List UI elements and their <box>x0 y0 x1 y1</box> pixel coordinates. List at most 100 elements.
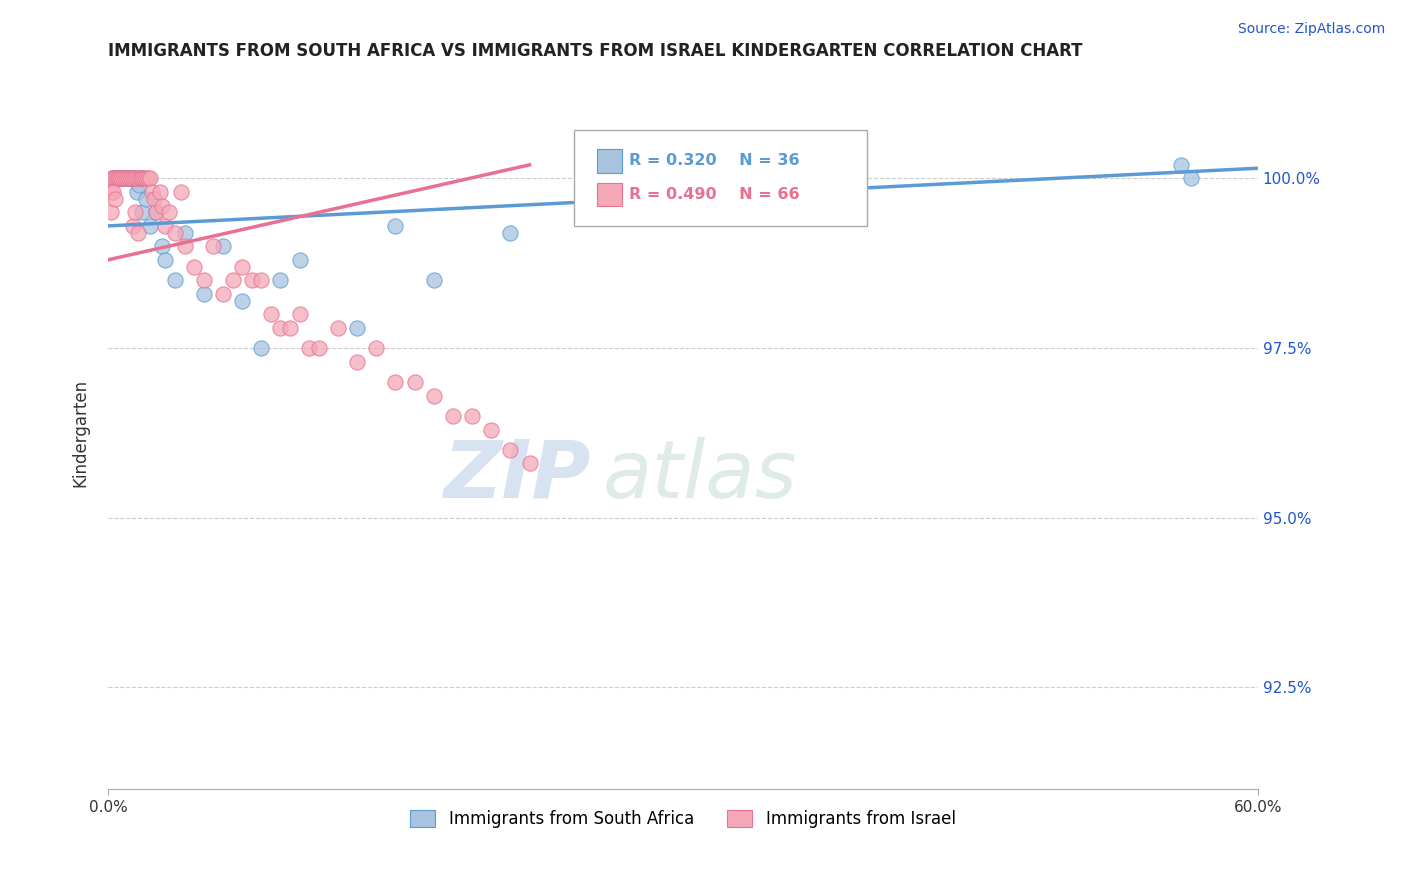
Point <box>101 171 124 186</box>
Point <box>103 171 125 186</box>
Point <box>107 171 129 186</box>
Point <box>112 171 135 186</box>
Point <box>165 273 187 287</box>
Point <box>125 185 148 199</box>
Point <box>404 375 426 389</box>
Point <box>145 205 167 219</box>
Point <box>110 171 132 186</box>
Point <box>131 205 153 219</box>
Point <box>326 320 349 334</box>
Point <box>157 205 180 219</box>
Point <box>103 171 125 186</box>
Point <box>384 375 406 389</box>
Point <box>135 171 157 186</box>
Bar <box>596 149 621 173</box>
Point <box>499 226 522 240</box>
Point <box>136 171 159 186</box>
Point <box>135 192 157 206</box>
Point <box>1180 171 1202 186</box>
Point <box>346 320 368 334</box>
Point <box>183 260 205 274</box>
Point <box>240 273 263 287</box>
Point <box>104 171 127 186</box>
Point <box>250 273 273 287</box>
Point <box>212 239 235 253</box>
Point <box>384 219 406 233</box>
Point <box>441 409 464 423</box>
Text: IMMIGRANTS FROM SOUTH AFRICA VS IMMIGRANTS FROM ISRAEL KINDERGARTEN CORRELATION : IMMIGRANTS FROM SOUTH AFRICA VS IMMIGRAN… <box>108 42 1083 60</box>
FancyBboxPatch shape <box>574 130 868 227</box>
Point <box>122 171 145 186</box>
Point <box>120 171 142 186</box>
Point <box>173 226 195 240</box>
Point <box>124 171 146 186</box>
Point <box>101 185 124 199</box>
Point <box>107 171 129 186</box>
Point <box>212 286 235 301</box>
Point <box>143 192 166 206</box>
Text: Source: ZipAtlas.com: Source: ZipAtlas.com <box>1237 22 1385 37</box>
Point <box>423 388 446 402</box>
Point <box>125 171 148 186</box>
Point <box>173 239 195 253</box>
Point <box>129 171 152 186</box>
Point <box>118 171 141 186</box>
Point <box>288 252 311 267</box>
Point <box>128 171 150 186</box>
Point <box>278 320 301 334</box>
Point <box>193 286 215 301</box>
Point <box>308 341 330 355</box>
Point <box>134 171 156 186</box>
Point <box>115 171 138 186</box>
Point <box>149 185 172 199</box>
Point <box>193 273 215 287</box>
Point <box>100 185 122 199</box>
Point <box>269 273 291 287</box>
Point <box>141 185 163 199</box>
Bar <box>596 183 621 206</box>
Point <box>101 171 124 186</box>
Point <box>120 171 142 186</box>
Point <box>104 171 127 186</box>
Point <box>112 171 135 186</box>
Point <box>108 171 131 186</box>
Point <box>231 293 253 308</box>
Point <box>124 171 146 186</box>
Point <box>150 239 173 253</box>
Point <box>231 260 253 274</box>
Point <box>114 171 136 186</box>
Point <box>124 205 146 219</box>
Point <box>155 252 177 267</box>
Point <box>479 423 502 437</box>
Point <box>461 409 484 423</box>
Point <box>100 205 122 219</box>
Point <box>499 442 522 457</box>
Point <box>122 219 145 233</box>
Point <box>250 341 273 355</box>
Point <box>115 171 138 186</box>
Point <box>346 354 368 368</box>
Point <box>269 320 291 334</box>
Point <box>150 198 173 212</box>
Point <box>104 192 127 206</box>
Point <box>366 341 388 355</box>
Point <box>139 219 162 233</box>
Point <box>118 171 141 186</box>
Point <box>202 239 225 253</box>
Point <box>221 273 243 287</box>
Legend: Immigrants from South Africa, Immigrants from Israel: Immigrants from South Africa, Immigrants… <box>404 803 962 834</box>
Point <box>110 171 132 186</box>
Point <box>155 219 177 233</box>
Point <box>129 171 152 186</box>
Point <box>127 226 149 240</box>
Text: ZIP: ZIP <box>443 437 591 515</box>
Point <box>260 307 283 321</box>
Point <box>108 171 131 186</box>
Y-axis label: Kindergarten: Kindergarten <box>72 379 89 487</box>
Point <box>114 171 136 186</box>
Point <box>145 205 167 219</box>
Point <box>139 171 162 186</box>
Point <box>128 178 150 193</box>
Point <box>131 171 153 186</box>
Point <box>1170 158 1192 172</box>
